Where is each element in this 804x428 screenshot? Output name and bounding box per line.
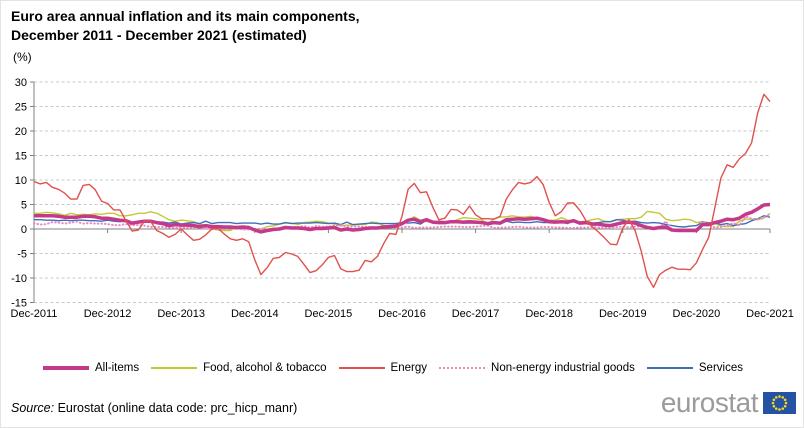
- svg-text:Dec-2017: Dec-2017: [452, 308, 500, 320]
- svg-text:Dec-2013: Dec-2013: [157, 308, 205, 320]
- non-energy-line-swatch: [439, 367, 486, 369]
- svg-text:0: 0: [21, 224, 27, 236]
- source-note: Source: Eurostat (online data code: prc_…: [11, 401, 297, 415]
- svg-text:Dec-2016: Dec-2016: [378, 308, 426, 320]
- legend-label: Food, alcohol & tobacco: [203, 362, 327, 374]
- legend: All-items Food, alcohol & tobacco Energy…: [43, 362, 743, 374]
- svg-text:Dec-2020: Dec-2020: [673, 308, 721, 320]
- svg-text:-10: -10: [11, 273, 27, 285]
- svg-text:-5: -5: [17, 249, 27, 261]
- legend-label: Energy: [390, 362, 427, 374]
- svg-text:Dec-2018: Dec-2018: [525, 308, 573, 320]
- eurostat-logo-text: eurostat: [660, 387, 759, 418]
- svg-text:Dec-2021: Dec-2021: [746, 308, 794, 320]
- svg-text:5: 5: [21, 200, 27, 212]
- unit-label: (%): [13, 50, 32, 64]
- legend-item-non-energy-industrial-goods: Non-energy industrial goods: [439, 362, 635, 374]
- svg-text:15: 15: [15, 151, 27, 163]
- svg-text:-15: -15: [11, 298, 27, 310]
- eu-flag-icon: [763, 392, 796, 414]
- legend-item-all-items: All-items: [43, 362, 139, 374]
- services-line-swatch: [646, 367, 693, 369]
- svg-text:Dec-2011: Dec-2011: [11, 308, 58, 320]
- energy-line-swatch: [338, 367, 385, 369]
- title-line-1: Euro area annual inflation and its main …: [11, 8, 360, 24]
- source-word: Source:: [11, 401, 55, 415]
- all-items-line-swatch: [43, 366, 89, 370]
- legend-label: All-items: [95, 362, 140, 374]
- eurostat-logo: eurostat: [661, 389, 796, 417]
- legend-item-food-alcohol-tobacco: Food, alcohol & tobacco: [151, 362, 327, 374]
- svg-text:10: 10: [15, 175, 27, 187]
- legend-label: Services: [698, 362, 743, 374]
- source-text: Eurostat (online data code: prc_hicp_man…: [54, 401, 298, 415]
- page-title: Euro area annual inflation and its main …: [11, 7, 360, 45]
- svg-text:Dec-2014: Dec-2014: [231, 308, 279, 320]
- svg-text:Dec-2012: Dec-2012: [84, 308, 132, 320]
- svg-text:Dec-2019: Dec-2019: [599, 308, 647, 320]
- legend-label: Non-energy industrial goods: [491, 362, 635, 374]
- legend-item-energy: Energy: [338, 362, 427, 374]
- svg-text:20: 20: [15, 126, 27, 138]
- svg-text:Dec-2015: Dec-2015: [305, 308, 353, 320]
- title-line-2: December 2011 - December 2021 (estimated…: [11, 27, 307, 43]
- food-line-swatch: [151, 367, 198, 369]
- legend-item-services: Services: [646, 362, 743, 374]
- svg-text:25: 25: [15, 102, 27, 114]
- svg-text:30: 30: [15, 77, 27, 89]
